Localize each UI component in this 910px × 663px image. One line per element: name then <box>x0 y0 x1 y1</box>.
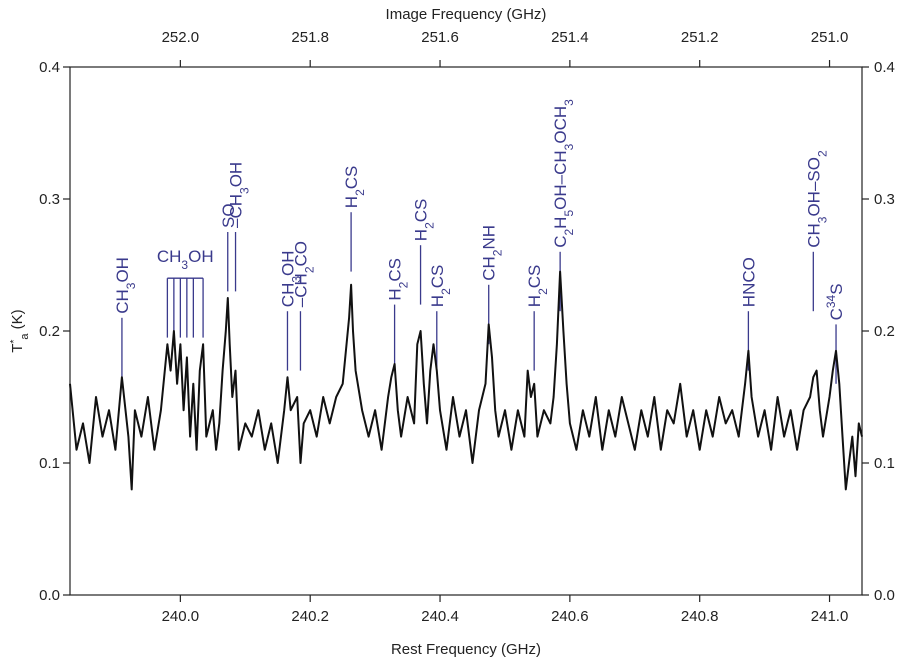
axis-ticks: 240.0 240.2 240.4 240.6 240.8 241.0 252.0 251.8… <box>39 29 895 625</box>
x-axis-title: Rest Frequency (GHz) <box>391 641 541 658</box>
x2-tick-label: 251.4 <box>551 29 589 46</box>
line-label-text: C34S <box>824 283 846 320</box>
cluster-label-text: CH3OH <box>157 247 214 272</box>
line-label-text: –CH2CO <box>291 241 316 307</box>
line-labels: CH3OHSO–CH3OHCH3OH–CH2COH2CSH2CSH2CSH2CS… <box>113 99 846 384</box>
x-tick-label: 240.6 <box>551 608 589 625</box>
y-axis-title-sub: a <box>19 333 31 340</box>
y-tick-label-right: 0.0 <box>874 587 895 604</box>
line-label-text: CH3OH–SO2 <box>804 150 829 248</box>
x-tick-label: 240.4 <box>421 608 459 625</box>
y-tick-label-right: 0.4 <box>874 59 895 76</box>
x-tick-label: 241.0 <box>811 608 849 625</box>
y-axis-title-sup: * <box>9 340 20 344</box>
y-tick-label: 0.2 <box>39 323 60 340</box>
x2-tick-label: 251.8 <box>291 29 329 46</box>
line-label-text: H2CS <box>386 258 411 301</box>
y-tick-label-right: 0.3 <box>874 191 895 208</box>
x-tick-label: 240.8 <box>681 608 719 625</box>
y-tick-label: 0.0 <box>39 587 60 604</box>
x-tick-label: 240.0 <box>162 608 200 625</box>
line-label-text: HNCO <box>739 257 758 307</box>
x2-tick-label: 252.0 <box>162 29 200 46</box>
line-label-text: H2CS <box>342 166 367 209</box>
y-tick-label-right: 0.2 <box>874 323 895 340</box>
line-label-text: –CH3OH <box>227 162 252 228</box>
y-axis-title-main: T <box>9 344 26 353</box>
line-label-text: H2CS <box>525 265 550 308</box>
x2-tick-label: 251.6 <box>421 29 459 46</box>
line-label-text: H2CS <box>428 265 453 308</box>
y-tick-label: 0.1 <box>39 455 60 472</box>
line-label-text: CH3OH <box>278 250 303 307</box>
y-axis-title-unit: (K) <box>9 309 26 333</box>
line-label-text: CH2NH <box>480 225 505 281</box>
y-tick-label: 0.4 <box>39 59 60 76</box>
x-tick-label: 240.2 <box>291 608 329 625</box>
line-label-text: CH3OH <box>113 257 138 314</box>
y-axis-title: T*a (K) <box>9 309 32 352</box>
y-tick-label-right: 0.1 <box>874 455 895 472</box>
spectrum-line <box>69 270 863 491</box>
x2-axis-title: Image Frequency (GHz) <box>386 6 547 23</box>
line-label-text: SO <box>219 203 238 228</box>
y-tick-label: 0.3 <box>39 191 60 208</box>
plot-frame <box>69 66 863 596</box>
line-label-text: H2CS <box>412 199 437 242</box>
line-label-text: C2H5OH–CH3OCH3 <box>551 99 576 248</box>
x2-tick-label: 251.0 <box>811 29 849 46</box>
x2-tick-label: 251.2 <box>681 29 719 46</box>
